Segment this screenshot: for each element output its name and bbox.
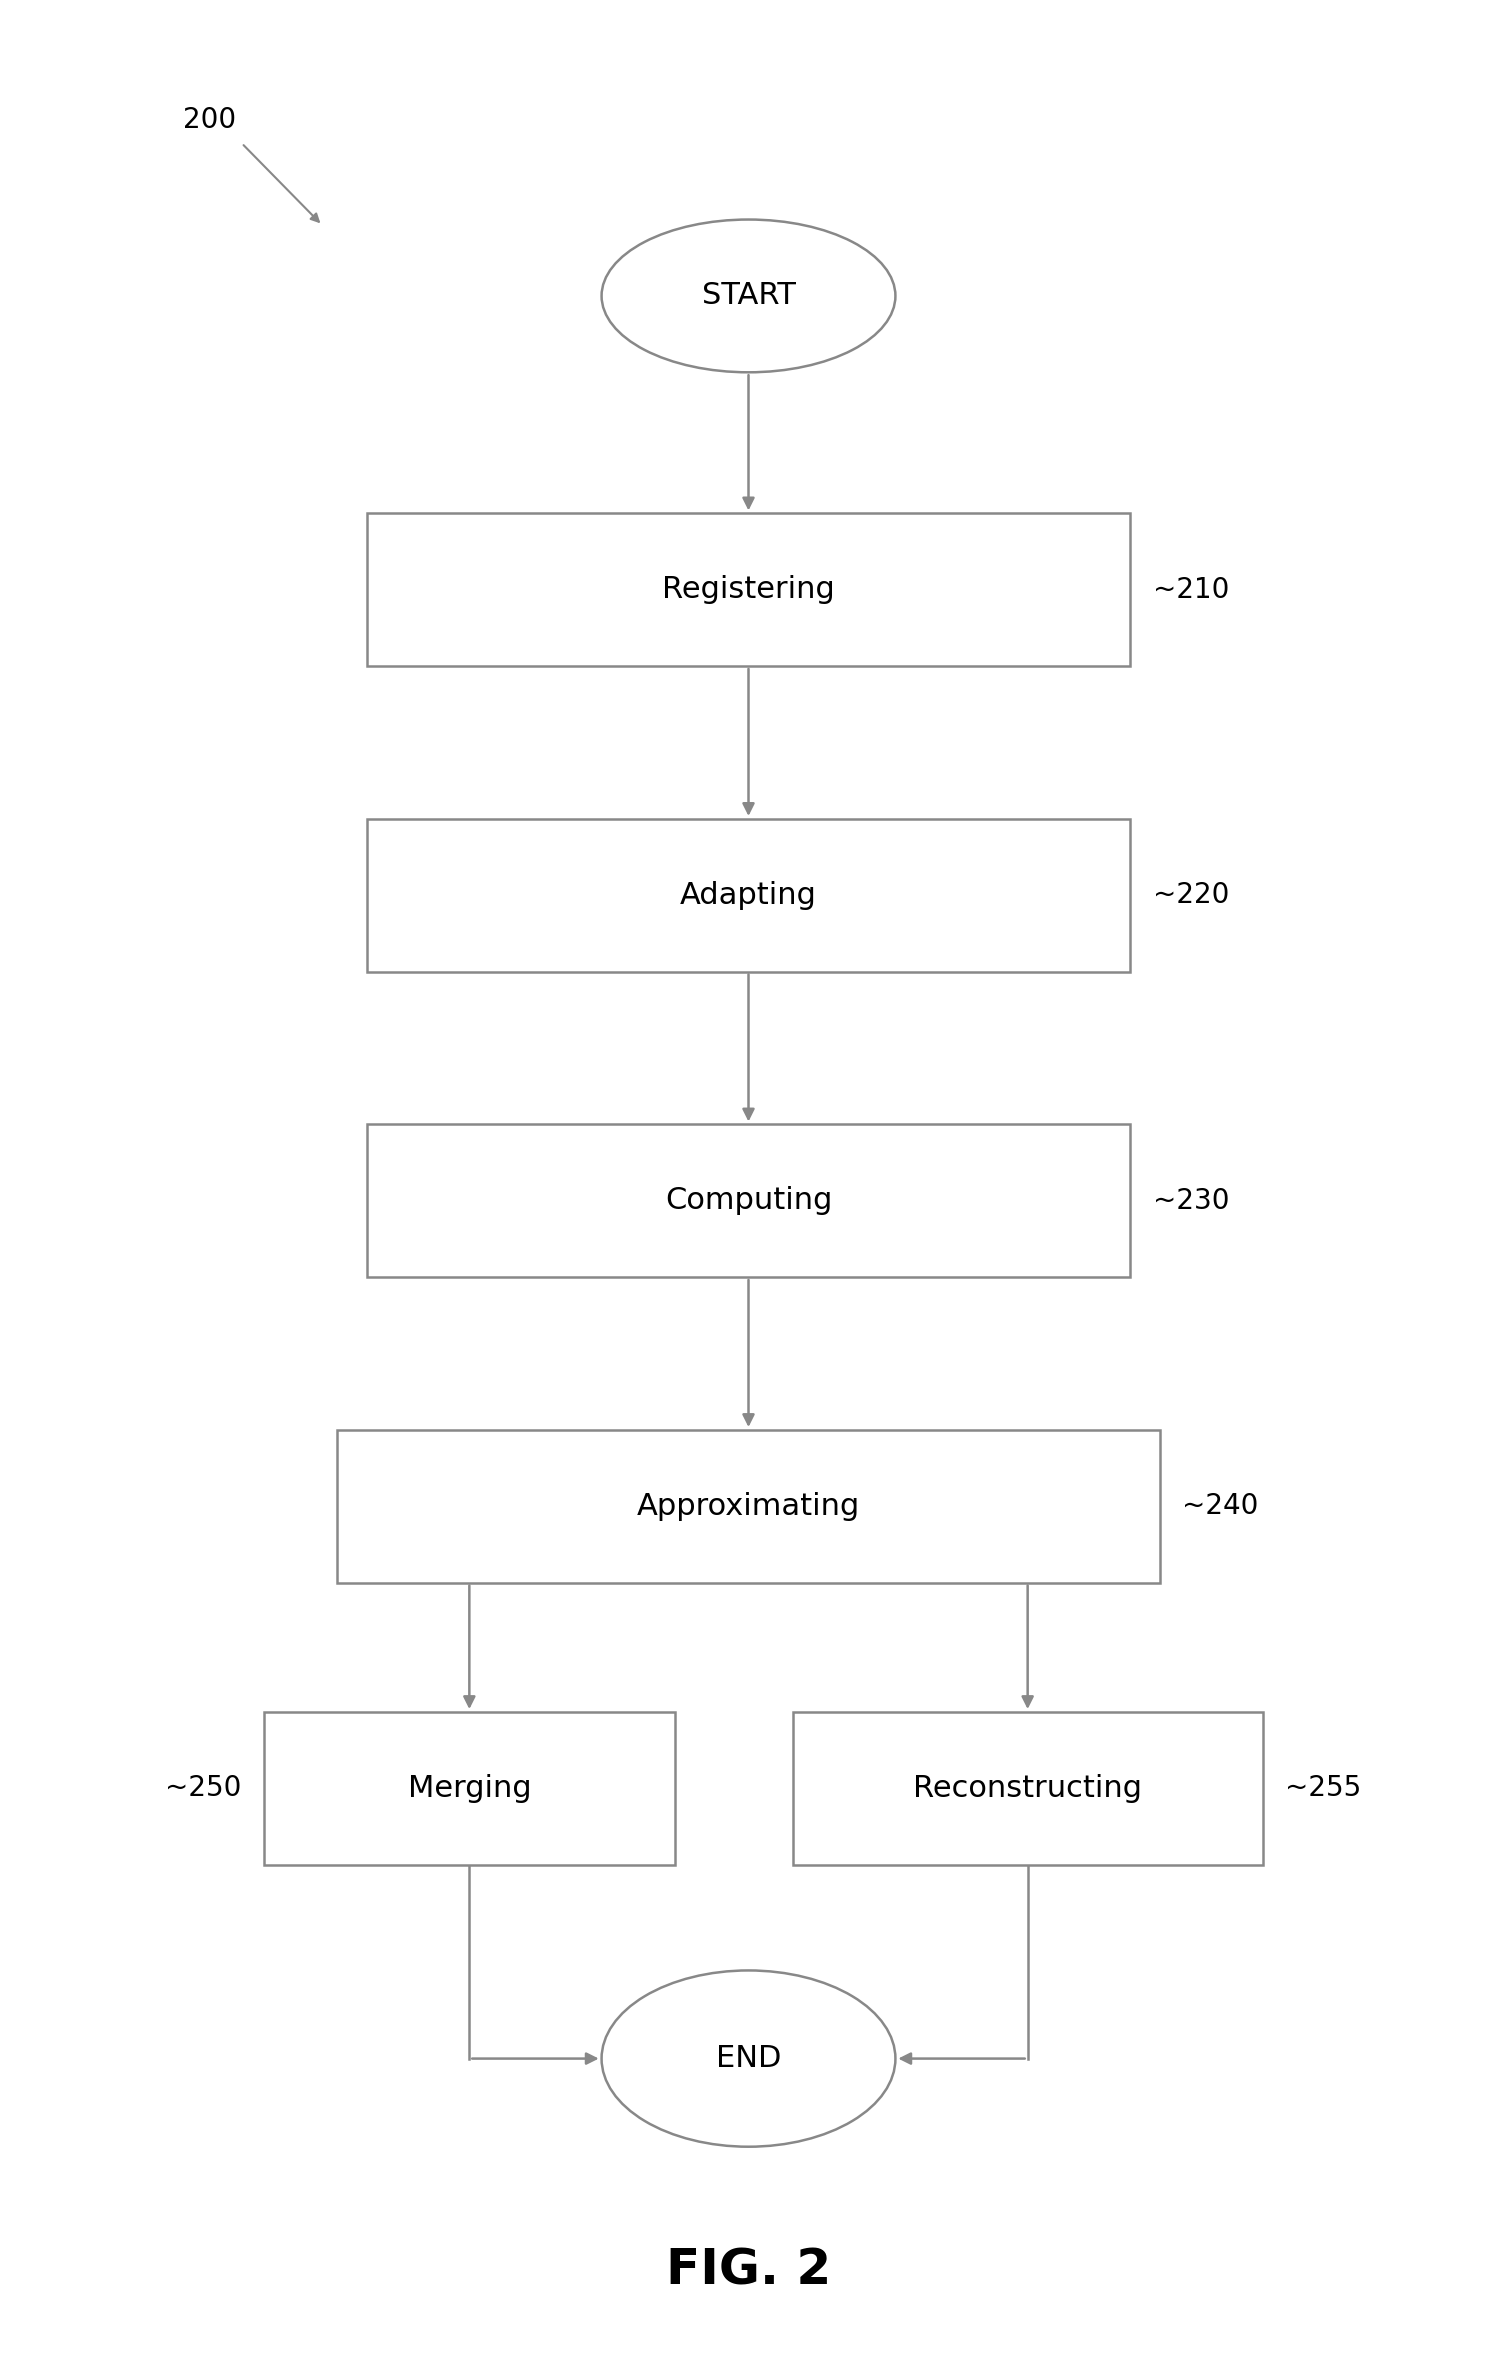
Text: ~255: ~255 <box>1284 1774 1361 1803</box>
Bar <box>367 818 1130 973</box>
Bar <box>337 1429 1160 1584</box>
Text: END: END <box>716 2045 781 2074</box>
Bar <box>792 1712 1263 1864</box>
Bar <box>263 1712 675 1864</box>
Text: ~240: ~240 <box>1183 1493 1259 1520</box>
Text: ~220: ~220 <box>1153 882 1229 908</box>
Text: Registering: Registering <box>662 575 835 604</box>
Bar <box>367 514 1130 666</box>
Text: Approximating: Approximating <box>636 1491 861 1522</box>
Text: Merging: Merging <box>407 1774 531 1803</box>
Text: 200: 200 <box>183 105 237 133</box>
Text: START: START <box>702 281 795 312</box>
Ellipse shape <box>602 1971 895 2147</box>
Bar <box>367 1125 1130 1277</box>
Text: ~230: ~230 <box>1153 1187 1229 1215</box>
Text: FIG. 2: FIG. 2 <box>666 2247 831 2295</box>
Text: Computing: Computing <box>665 1187 832 1215</box>
Text: ~250: ~250 <box>165 1774 241 1803</box>
Ellipse shape <box>602 219 895 373</box>
Text: ~210: ~210 <box>1153 575 1229 604</box>
Text: Reconstructing: Reconstructing <box>913 1774 1142 1803</box>
Text: Adapting: Adapting <box>680 880 817 911</box>
